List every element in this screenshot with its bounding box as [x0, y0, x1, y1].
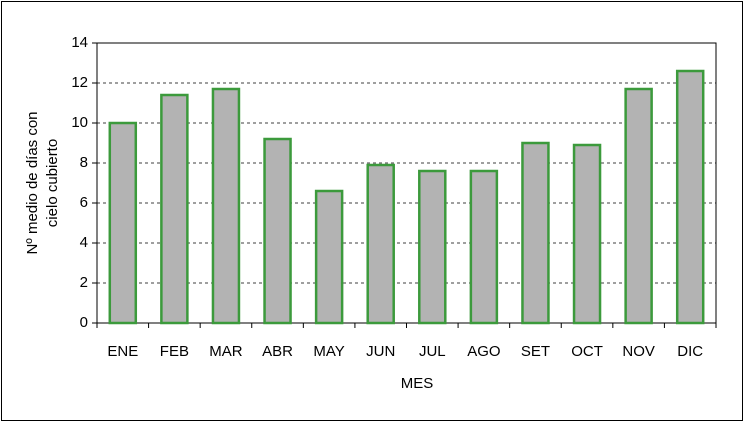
x-tick-label: NOV	[622, 343, 655, 360]
y-axis-label-line: cielo cubierto	[44, 139, 61, 227]
y-tick-label: 10	[71, 114, 88, 131]
y-tick-label: 2	[80, 274, 88, 291]
bar	[314, 189, 344, 325]
bar	[572, 143, 602, 325]
y-axis-label: Nº medio de días con cielo cubierto	[24, 111, 61, 254]
bar	[521, 141, 550, 325]
x-axis-label: MES	[401, 375, 434, 392]
x-tick-label: AGO	[467, 343, 500, 360]
x-tick-label: MAR	[209, 343, 243, 360]
x-tick-label: JUL	[419, 343, 446, 360]
x-tick-label: MAY	[313, 343, 344, 360]
y-tick-label: 8	[80, 154, 88, 171]
y-tick-label: 14	[71, 34, 88, 51]
y-tick-label: 4	[80, 234, 88, 251]
bar	[160, 93, 189, 325]
bar	[675, 69, 705, 325]
bar	[469, 169, 499, 325]
x-tick-label: ENE	[107, 343, 138, 360]
x-tick-label: ABR	[262, 343, 293, 360]
y-tick-label: 6	[80, 194, 88, 211]
bar	[366, 163, 395, 325]
x-tick-label: JUN	[366, 343, 395, 360]
x-tick-label: FEB	[160, 343, 189, 360]
y-tick-label: 12	[71, 74, 88, 91]
bar	[418, 169, 447, 325]
bar	[624, 87, 653, 325]
y-axis-label-line: Nº medio de días con	[24, 111, 41, 254]
y-tick-label: 0	[80, 314, 88, 331]
x-tick-label: DIC	[677, 343, 703, 360]
bar	[211, 87, 241, 325]
bar	[263, 137, 292, 325]
x-tick-label: SET	[521, 343, 550, 360]
x-tick-label: OCT	[571, 343, 603, 360]
bar	[108, 121, 138, 325]
